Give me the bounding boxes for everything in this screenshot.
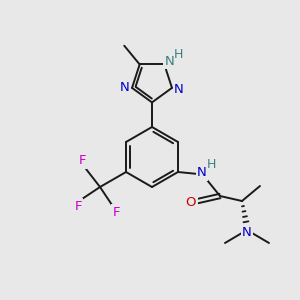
Text: F: F [74,200,82,212]
Text: F: F [78,154,86,167]
Text: N: N [174,83,184,96]
Text: N: N [164,55,174,68]
Text: N: N [242,226,252,238]
Text: H: H [206,158,216,172]
Text: H: H [174,48,183,61]
Text: F: F [112,206,120,218]
Text: N: N [120,81,130,94]
Text: N: N [197,167,207,179]
Text: O: O [186,196,196,209]
